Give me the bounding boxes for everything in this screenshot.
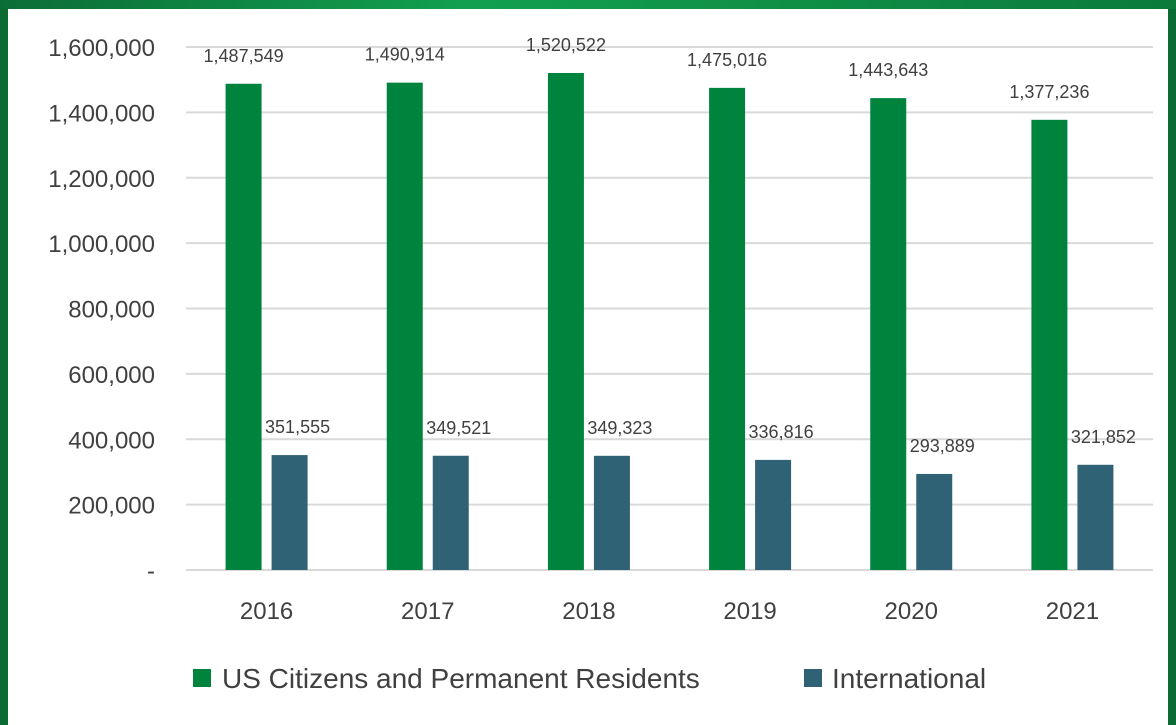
x-tick-label: 2018: [562, 598, 615, 625]
data-label: 1,475,016: [687, 50, 767, 70]
y-tick-label: 1,200,000: [48, 166, 155, 193]
bars: [225, 72, 1114, 571]
data-label: 349,521: [426, 418, 491, 438]
legend-label: International: [832, 663, 986, 694]
gridlines: [186, 46, 1153, 571]
y-tick-label: 600,000: [68, 362, 155, 389]
y-tick-label: 200,000: [68, 493, 155, 520]
bar-international: [593, 455, 630, 570]
bar-international: [916, 473, 953, 570]
legend-swatch: [804, 669, 822, 687]
data-label: 351,555: [265, 417, 330, 437]
x-tick-label: 2019: [723, 598, 776, 625]
x-tick-label: 2020: [885, 598, 938, 625]
y-tick-label: 1,400,000: [48, 100, 155, 127]
bar-us-citizens: [225, 83, 262, 571]
y-tick-label: 400,000: [68, 427, 155, 454]
bar-international: [1077, 464, 1114, 570]
data-label: 293,889: [910, 436, 975, 456]
x-tick-label: 2017: [401, 598, 454, 625]
data-label: 336,816: [749, 422, 814, 442]
y-axis-ticks: - 200,000 400,000 600,000 800,000 1,000,000 1,…: [48, 35, 155, 585]
bar-us-citizens: [870, 98, 907, 570]
frame-top-border: [0, 0, 1176, 9]
x-tick-label: 2021: [1046, 598, 1099, 625]
x-axis-ticks: 2016 2017 2018 2019 2020 2021: [240, 598, 1099, 625]
legend-label: US Citizens and Permanent Residents: [222, 663, 700, 694]
bar-international: [432, 455, 469, 570]
data-label: 1,490,914: [365, 45, 445, 65]
y-tick-label: -: [147, 558, 155, 585]
data-label: 1,377,236: [1009, 82, 1089, 102]
y-tick-label: 1,600,000: [48, 35, 155, 62]
bar-international: [755, 459, 792, 570]
bar-us-citizens: [709, 87, 746, 571]
data-label: 321,852: [1071, 427, 1136, 447]
bar-international: [271, 455, 308, 570]
data-label: 1,443,643: [848, 60, 928, 80]
legend-swatch: [193, 669, 211, 687]
x-tick-label: 2016: [240, 598, 293, 625]
y-tick-label: 1,000,000: [48, 231, 155, 258]
chart-panel: [8, 9, 1168, 725]
data-labels: 1,487,549 351,555 1,490,914 349,521 1,520,52…: [204, 35, 1136, 456]
legend: US Citizens and Permanent Residents Inter…: [193, 663, 986, 694]
data-label: 1,487,549: [204, 46, 284, 66]
data-label: 1,520,522: [526, 35, 606, 55]
data-label: 349,323: [587, 418, 652, 438]
bar-us-citizens: [1031, 119, 1068, 570]
y-tick-label: 800,000: [68, 297, 155, 324]
bar-us-citizens: [547, 72, 584, 570]
bar-us-citizens: [386, 82, 423, 571]
